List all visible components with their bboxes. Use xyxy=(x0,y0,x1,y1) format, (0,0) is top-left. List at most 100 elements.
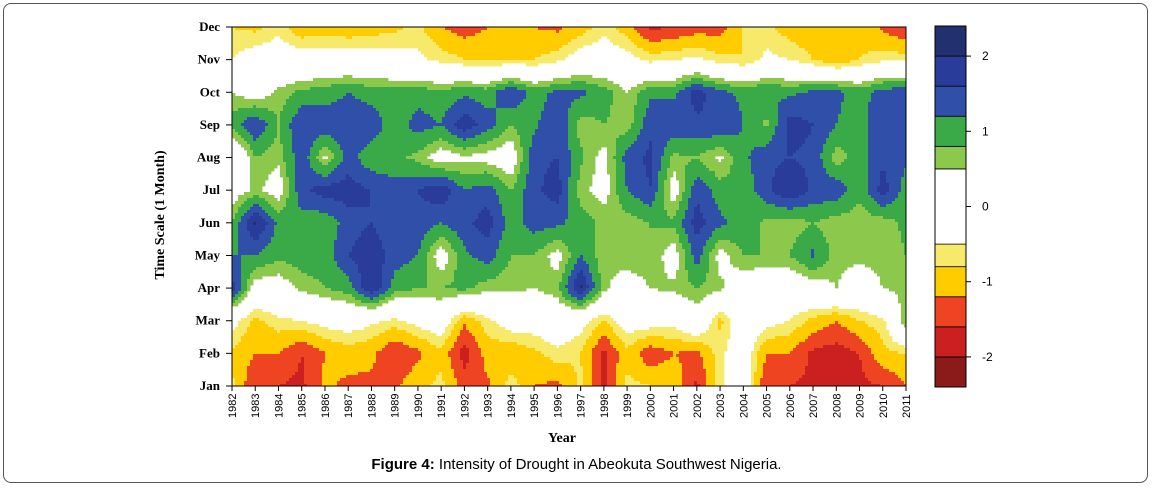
contour-cell xyxy=(520,54,524,58)
contour-cell xyxy=(526,108,530,112)
contour-cell xyxy=(349,105,353,109)
contour-cell xyxy=(667,87,671,91)
contour-cell xyxy=(511,81,515,85)
contour-cell xyxy=(592,27,596,31)
contour-cell xyxy=(826,33,830,37)
contour-cell xyxy=(793,102,797,106)
contour-cell xyxy=(496,48,500,52)
contour-cell xyxy=(847,54,851,58)
contour-cell xyxy=(724,36,728,40)
contour-cell xyxy=(709,45,713,49)
contour-cell xyxy=(454,60,458,64)
contour-cell xyxy=(646,36,650,40)
contour-cell xyxy=(334,108,338,112)
contour-cell xyxy=(502,96,506,100)
contour-cell xyxy=(574,117,578,121)
contour-cell xyxy=(877,96,881,100)
contour-cell xyxy=(859,87,863,91)
contour-cell xyxy=(346,93,350,97)
contour-cell xyxy=(487,117,491,121)
contour-cell xyxy=(802,42,806,46)
contour-cell xyxy=(364,99,368,103)
contour-cell xyxy=(820,33,824,37)
contour-cell xyxy=(283,108,287,112)
contour-cell xyxy=(778,93,782,97)
contour-cell xyxy=(775,36,779,40)
contour-cell xyxy=(340,78,344,82)
contour-cell xyxy=(634,111,638,115)
contour-cell xyxy=(370,108,374,112)
contour-cell xyxy=(604,102,608,106)
contour-cell xyxy=(868,81,872,85)
contour-cell xyxy=(883,90,887,94)
contour-cell xyxy=(571,36,575,40)
contour-cell xyxy=(847,90,851,94)
contour-cell xyxy=(424,90,428,94)
contour-cell xyxy=(355,84,359,88)
contour-cell xyxy=(742,39,746,43)
contour-cell xyxy=(802,90,806,94)
contour-cell xyxy=(301,27,305,31)
contour-cell xyxy=(388,36,392,40)
contour-cell xyxy=(781,90,785,94)
contour-cell xyxy=(274,93,278,97)
contour-cell xyxy=(538,42,542,46)
contour-cell xyxy=(640,99,644,103)
contour-cell xyxy=(325,39,329,43)
contour-cell xyxy=(724,81,728,85)
contour-cell xyxy=(646,81,650,85)
contour-cell xyxy=(859,48,863,52)
contour-cell xyxy=(613,114,617,118)
contour-cell xyxy=(712,45,716,49)
contour-cell xyxy=(430,27,434,31)
contour-cell xyxy=(541,87,545,91)
contour-cell xyxy=(334,105,338,109)
contour-cell xyxy=(313,111,317,115)
contour-cell xyxy=(715,102,719,106)
contour-cell xyxy=(652,57,656,61)
contour-cell xyxy=(817,54,821,58)
contour-cell xyxy=(460,87,464,91)
contour-cell xyxy=(730,27,734,31)
contour-cell xyxy=(529,60,533,64)
contour-cell xyxy=(814,81,818,85)
contour-cell xyxy=(328,93,332,97)
contour-cell xyxy=(595,78,599,82)
contour-cell xyxy=(595,27,599,31)
contour-cell xyxy=(790,93,794,97)
contour-cell xyxy=(874,39,878,43)
contour-cell xyxy=(424,81,428,85)
contour-cell xyxy=(376,36,380,40)
contour-cell xyxy=(841,111,845,115)
contour-cell xyxy=(610,87,614,91)
contour-cell xyxy=(826,114,830,118)
contour-cell xyxy=(475,93,479,97)
contour-cell xyxy=(295,42,299,46)
contour-cell xyxy=(691,51,695,55)
contour-cell xyxy=(466,36,470,40)
contour-cell xyxy=(364,78,368,82)
contour-cell xyxy=(796,36,800,40)
contour-cell xyxy=(820,39,824,43)
contour-cell xyxy=(589,105,593,109)
contour-cell xyxy=(625,114,629,118)
contour-cell xyxy=(706,105,710,109)
contour-cell xyxy=(490,39,494,43)
contour-cell xyxy=(283,87,287,91)
contour-cell xyxy=(793,111,797,115)
contour-cell xyxy=(424,96,428,100)
contour-cell xyxy=(610,114,614,118)
contour-cell xyxy=(778,33,782,37)
contour-cell xyxy=(628,45,632,49)
contour-cell xyxy=(904,84,907,88)
contour-cell xyxy=(304,96,308,100)
contour-cell xyxy=(508,78,512,82)
contour-cell xyxy=(811,33,815,37)
contour-cell xyxy=(574,30,578,34)
contour-cell xyxy=(886,87,890,91)
contour-cell xyxy=(271,36,275,40)
contour-cell xyxy=(892,114,896,118)
contour-cell xyxy=(388,111,392,115)
contour-cell xyxy=(649,48,653,52)
contour-cell xyxy=(571,114,575,118)
